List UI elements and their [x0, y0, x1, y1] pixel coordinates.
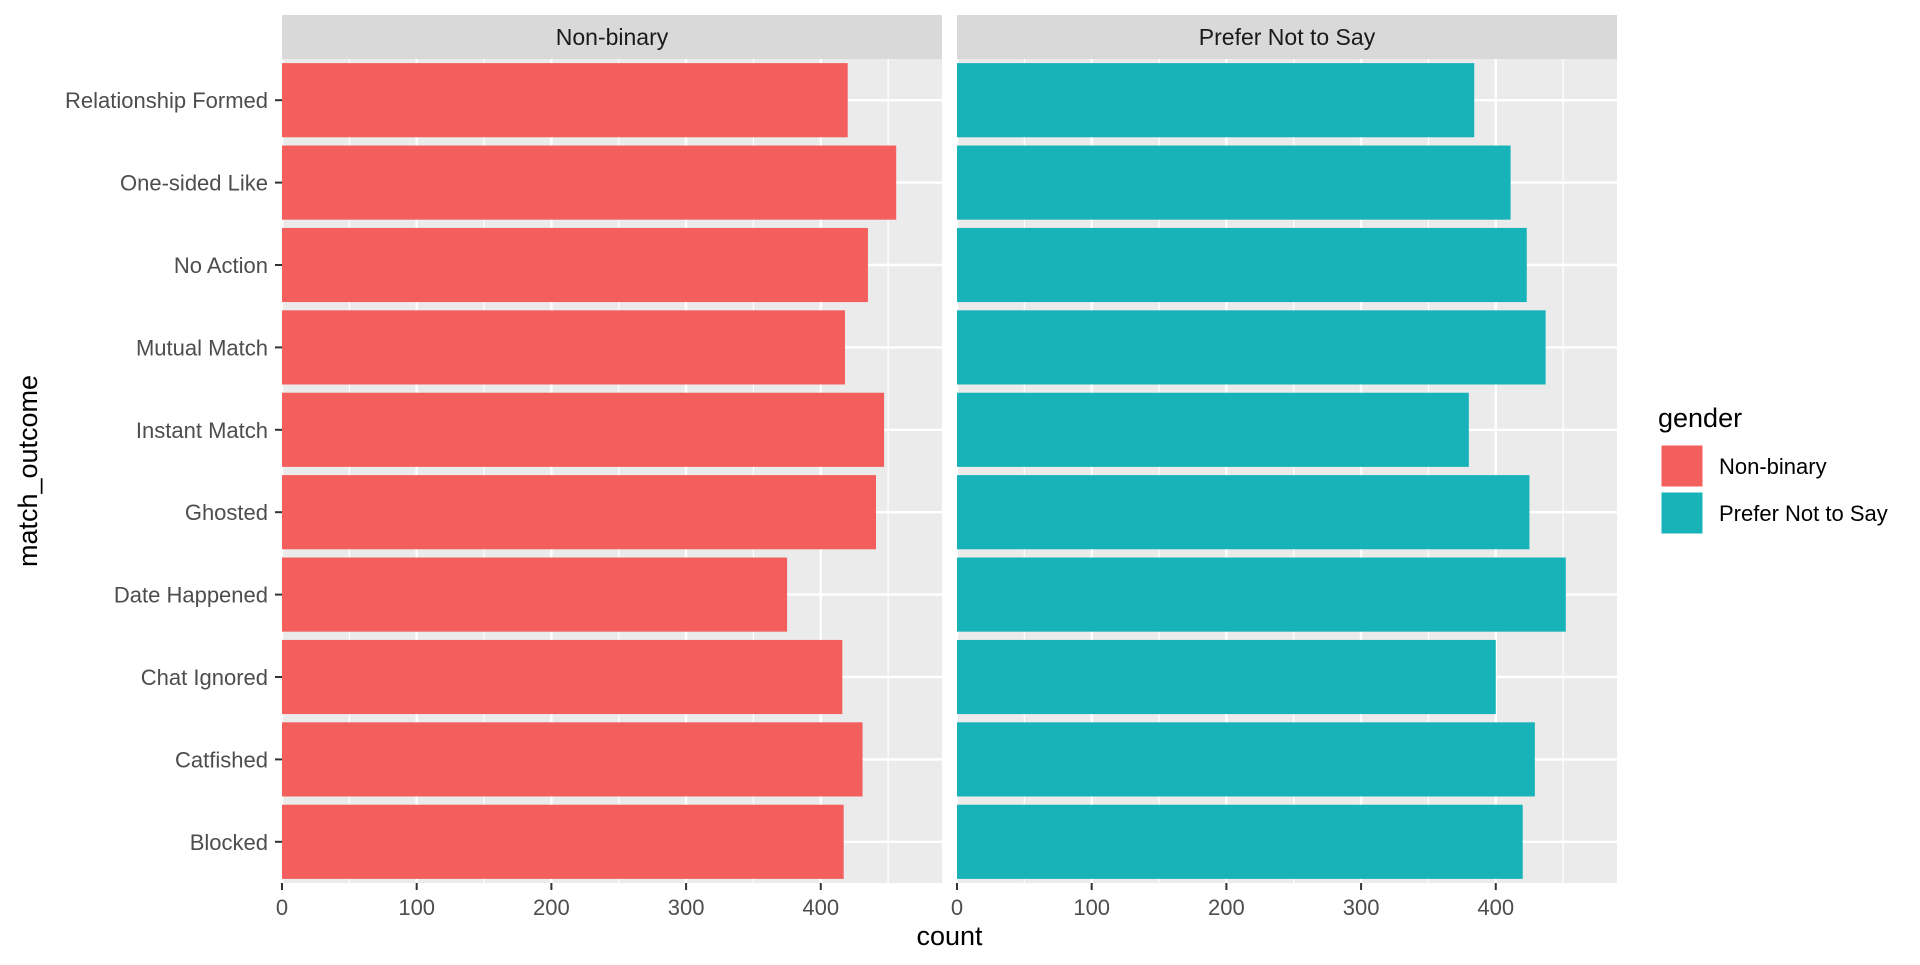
bar-non-binary-date-happened — [282, 557, 788, 632]
y-tick-label-date-happened: Date Happened — [114, 583, 268, 608]
y-tick-label-catfished: Catfished — [175, 747, 268, 772]
bar-prefer-not-to-say-one-sided-like — [957, 145, 1511, 220]
y-tick-label-chat-ignored: Chat Ignored — [141, 665, 268, 690]
bar-prefer-not-to-say-no-action — [957, 227, 1527, 303]
y-tick-label-instant-match: Instant Match — [136, 418, 268, 443]
x-tick-label: 200 — [533, 895, 570, 920]
bar-prefer-not-to-say-blocked — [957, 804, 1523, 879]
bar-non-binary-chat-ignored — [282, 639, 843, 715]
x-tick-label: 300 — [1343, 895, 1380, 920]
facet-strip-label: Non-binary — [556, 24, 669, 50]
x-axis-title: count — [916, 921, 983, 951]
legend-label-non-binary: Non-binary — [1719, 454, 1827, 479]
x-tick-label: 400 — [1477, 895, 1514, 920]
bar-prefer-not-to-say-catfished — [957, 722, 1535, 797]
bar-prefer-not-to-say-chat-ignored — [957, 639, 1496, 715]
x-tick-label: 0 — [951, 895, 963, 920]
legend-label-prefer-not-to-say: Prefer Not to Say — [1719, 501, 1888, 526]
x-tick-label: 100 — [398, 895, 435, 920]
facet-strip-non-binary — [282, 15, 942, 59]
bar-prefer-not-to-say-mutual-match — [957, 310, 1546, 385]
bar-non-binary-instant-match — [282, 392, 885, 467]
bar-non-binary-blocked — [282, 804, 844, 879]
x-tick-label: 100 — [1073, 895, 1110, 920]
legend-title: gender — [1658, 403, 1742, 433]
y-tick-label-mutual-match: Mutual Match — [136, 335, 268, 360]
legend-key-non-binary — [1660, 444, 1704, 488]
y-axis-title: match_outcome — [13, 375, 43, 567]
bar-non-binary-ghosted — [282, 475, 876, 550]
x-tick-label: 200 — [1208, 895, 1245, 920]
x-tick-label: 300 — [668, 895, 705, 920]
bar-prefer-not-to-say-ghosted — [957, 475, 1530, 550]
bar-non-binary-no-action — [282, 227, 868, 303]
y-tick-label-ghosted: Ghosted — [185, 500, 268, 525]
bar-prefer-not-to-say-date-happened — [957, 557, 1566, 632]
x-tick-label: 0 — [276, 895, 288, 920]
legend-key-prefer-not-to-say — [1660, 491, 1704, 535]
y-tick-label-no-action: No Action — [174, 253, 268, 278]
facet-strip-label: Prefer Not to Say — [1199, 24, 1376, 50]
bar-non-binary-catfished — [282, 722, 863, 797]
bar-prefer-not-to-say-instant-match — [957, 392, 1469, 467]
y-tick-label-blocked: Blocked — [190, 830, 268, 855]
bar-non-binary-mutual-match — [282, 310, 846, 385]
facet-strip-prefer-not-to-say — [957, 15, 1617, 59]
bar-non-binary-one-sided-like — [282, 145, 897, 220]
y-tick-label-relationship-formed: Relationship Formed — [65, 88, 268, 113]
x-tick-label: 400 — [802, 895, 839, 920]
y-tick-label-one-sided-like: One-sided Like — [120, 171, 268, 196]
bar-non-binary-relationship-formed — [282, 63, 848, 138]
bar-prefer-not-to-say-relationship-formed — [957, 63, 1475, 138]
